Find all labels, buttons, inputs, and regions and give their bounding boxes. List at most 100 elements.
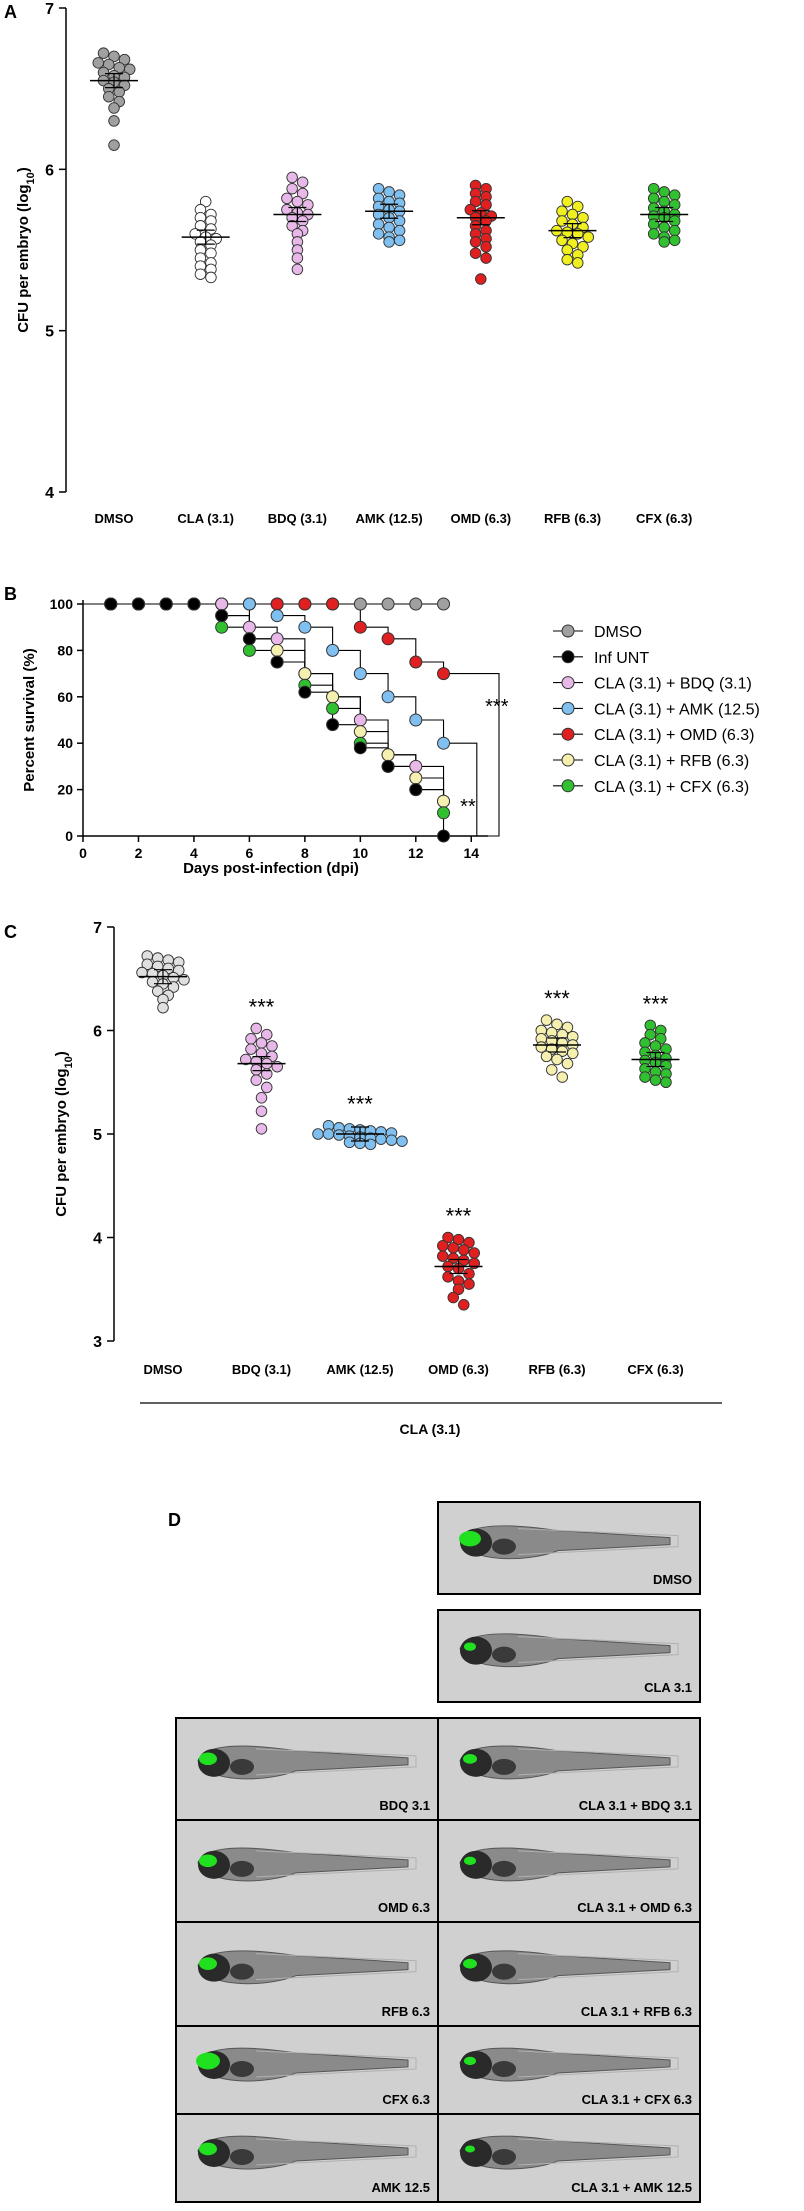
data-point: [108, 50, 120, 63]
data-point: [383, 186, 395, 198]
category-label: BDQ (3.1): [268, 511, 327, 526]
data-point: [296, 187, 309, 200]
data-point: [385, 1134, 398, 1146]
data-point: [298, 620, 312, 634]
data-point: [452, 1283, 465, 1295]
data-point: [437, 1240, 449, 1252]
x-tick-label: 2: [135, 845, 143, 861]
legend-marker: [561, 727, 575, 741]
data-point: [469, 236, 482, 248]
data-point: [353, 725, 367, 739]
series-group: [434, 1231, 483, 1311]
legend-marker: [561, 779, 575, 793]
y-tick-label: 60: [57, 689, 73, 705]
category-label: DMSO: [144, 1362, 183, 1377]
fish-fin: [517, 2138, 679, 2166]
fish-head: [460, 1636, 492, 1665]
fish-fin: [255, 1748, 417, 1776]
data-point: [281, 192, 293, 205]
y-tick-label: 4: [93, 1231, 102, 1248]
x-axis-label: Days post-infection (dpi): [183, 860, 359, 877]
fish-fin: [255, 1953, 417, 1981]
data-point: [118, 53, 131, 66]
data-point: [409, 597, 423, 611]
data-point: [270, 609, 284, 623]
fish-label: CLA 3.1 + RFB 6.3: [581, 2004, 692, 2019]
fish-image: [175, 1717, 439, 1821]
x-tick-label: 0: [79, 845, 87, 861]
data-point: [102, 90, 115, 103]
data-point: [658, 236, 670, 248]
data-point: [242, 632, 256, 646]
fish-fin: [517, 1953, 679, 1981]
fish-yolk: [492, 1646, 516, 1663]
data-point: [561, 253, 574, 266]
y-axis-label-sub: 10: [25, 172, 37, 184]
data-point: [658, 186, 670, 198]
data-point: [437, 1250, 449, 1262]
significance-label: ***: [544, 986, 570, 1011]
fish-label: BDQ 3.1: [379, 1798, 430, 1813]
data-point: [464, 203, 477, 216]
y-axis-label: CFU per embryo (log10): [53, 1051, 75, 1217]
y-axis-label-sub: 10: [63, 1056, 75, 1068]
data-point: [205, 271, 217, 284]
data-point: [205, 223, 217, 235]
data-point: [458, 1299, 470, 1311]
data-point: [437, 667, 451, 681]
data-point: [255, 1105, 268, 1117]
data-point: [270, 632, 284, 646]
data-point: [469, 195, 482, 208]
fish-label: CLA 3.1: [644, 1680, 692, 1695]
fish-yolk: [230, 2148, 254, 2165]
data-point: [396, 1135, 408, 1147]
data-point: [245, 1033, 257, 1045]
y-tick-label: 4: [45, 485, 54, 502]
data-point: [647, 182, 660, 195]
data-point: [194, 268, 207, 280]
data-point: [556, 234, 568, 247]
data-point: [447, 1291, 460, 1304]
data-point: [572, 257, 584, 269]
data-point: [353, 620, 367, 634]
fluorescence-spot: [199, 1854, 217, 1868]
y-tick-label: 5: [45, 324, 54, 341]
y-tick-label: 6: [45, 162, 54, 179]
panel-label-b: B: [4, 584, 17, 604]
series-group: [136, 950, 190, 1014]
y-axis-label: Percent survival (%): [21, 648, 38, 791]
data-point: [540, 1014, 553, 1026]
category-label: RFB (6.3): [528, 1362, 585, 1377]
data-point: [187, 597, 201, 611]
data-point: [647, 218, 660, 230]
legend-marker: [561, 650, 575, 664]
data-point: [242, 620, 256, 634]
significance-label: ***: [249, 994, 275, 1019]
data-point: [333, 1129, 345, 1141]
data-point: [437, 736, 451, 750]
data-point: [647, 228, 660, 240]
panel-a-scatter: 4 5 6 7 CFU per embryo (log10) DMSO CLA (3.1) B…: [15, 1, 692, 526]
category-label: CFX (6.3): [636, 511, 692, 526]
image-border: [437, 1501, 701, 1595]
fish-image: [175, 1921, 439, 2027]
fluorescence-spot: [464, 1642, 476, 1651]
data-point: [469, 247, 482, 259]
data-point: [393, 215, 406, 227]
data-point: [458, 1244, 470, 1256]
data-point: [296, 176, 309, 188]
legend-marker: [561, 753, 575, 767]
legend-entry: CLA (3.1) + RFB (6.3): [594, 753, 749, 770]
fish-yolk: [230, 1758, 254, 1775]
fish-fin: [517, 2050, 679, 2078]
fluorescence-spot: [463, 1958, 477, 1969]
data-point: [437, 829, 451, 843]
data-point: [409, 759, 423, 773]
data-point: [409, 713, 423, 727]
data-point: [326, 718, 340, 732]
data-point: [668, 199, 681, 211]
data-point: [468, 1247, 481, 1259]
data-point: [108, 139, 120, 151]
data-point: [535, 1041, 548, 1053]
